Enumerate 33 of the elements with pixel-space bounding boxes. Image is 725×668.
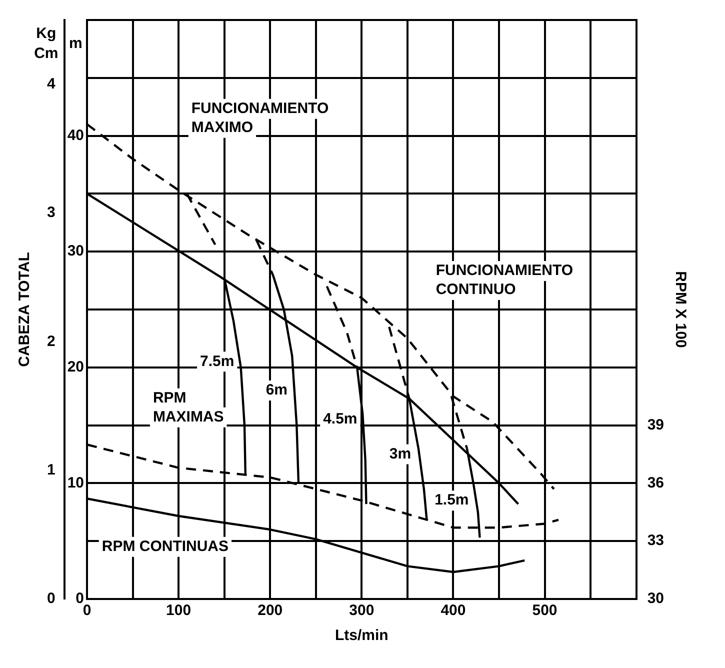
annotation: RPM CONTINUAS — [102, 538, 229, 556]
y-tick-label: 0 — [76, 590, 84, 608]
annotation: 3m — [389, 445, 412, 462]
y2-tick-label: 30 — [647, 590, 664, 608]
x-tick-label: 200 — [258, 602, 283, 620]
x-tick-label: 500 — [532, 602, 558, 620]
y-tick-label: 10 — [67, 474, 84, 492]
y3-tick-label: 2 — [47, 332, 56, 350]
annotation: 4.5m — [323, 410, 358, 428]
y3-tick-label: 1 — [47, 461, 56, 478]
x-axis-title: Lts/min — [335, 627, 388, 644]
x-tick-label: 300 — [349, 602, 374, 620]
y3-tick-label: 4 — [47, 75, 56, 92]
annotation: 7.5m — [200, 352, 234, 370]
y3-axis-title: Kg Cm — [34, 25, 58, 62]
annotation: FUNCIONAMIENTO MAXIMO — [191, 100, 329, 136]
y-tick-label: 20 — [67, 358, 84, 376]
y-tick-label: 40 — [67, 126, 84, 144]
y2-axis-title: RPM X 100 — [672, 271, 689, 348]
annotation: 6m — [266, 382, 288, 399]
y3-tick-label: 0 — [47, 590, 56, 608]
y-tick-label: 30 — [67, 242, 84, 260]
y3-tick-label: 3 — [47, 204, 56, 222]
annotation: 1.5m — [434, 492, 469, 509]
x-tick-label: 400 — [440, 602, 466, 620]
annotation: FUNCIONAMIENTO CONTINUO — [436, 262, 574, 298]
annotation: RPM MAXIMAS — [152, 390, 224, 426]
text: m — [69, 35, 82, 52]
x-tick-label: 100 — [166, 602, 192, 620]
y-axis-title: CABEZA TOTAL — [16, 252, 34, 367]
y2-tick-label: 33 — [647, 532, 664, 550]
y2-tick-label: 39 — [647, 416, 664, 434]
y2-tick-label: 36 — [647, 474, 664, 492]
